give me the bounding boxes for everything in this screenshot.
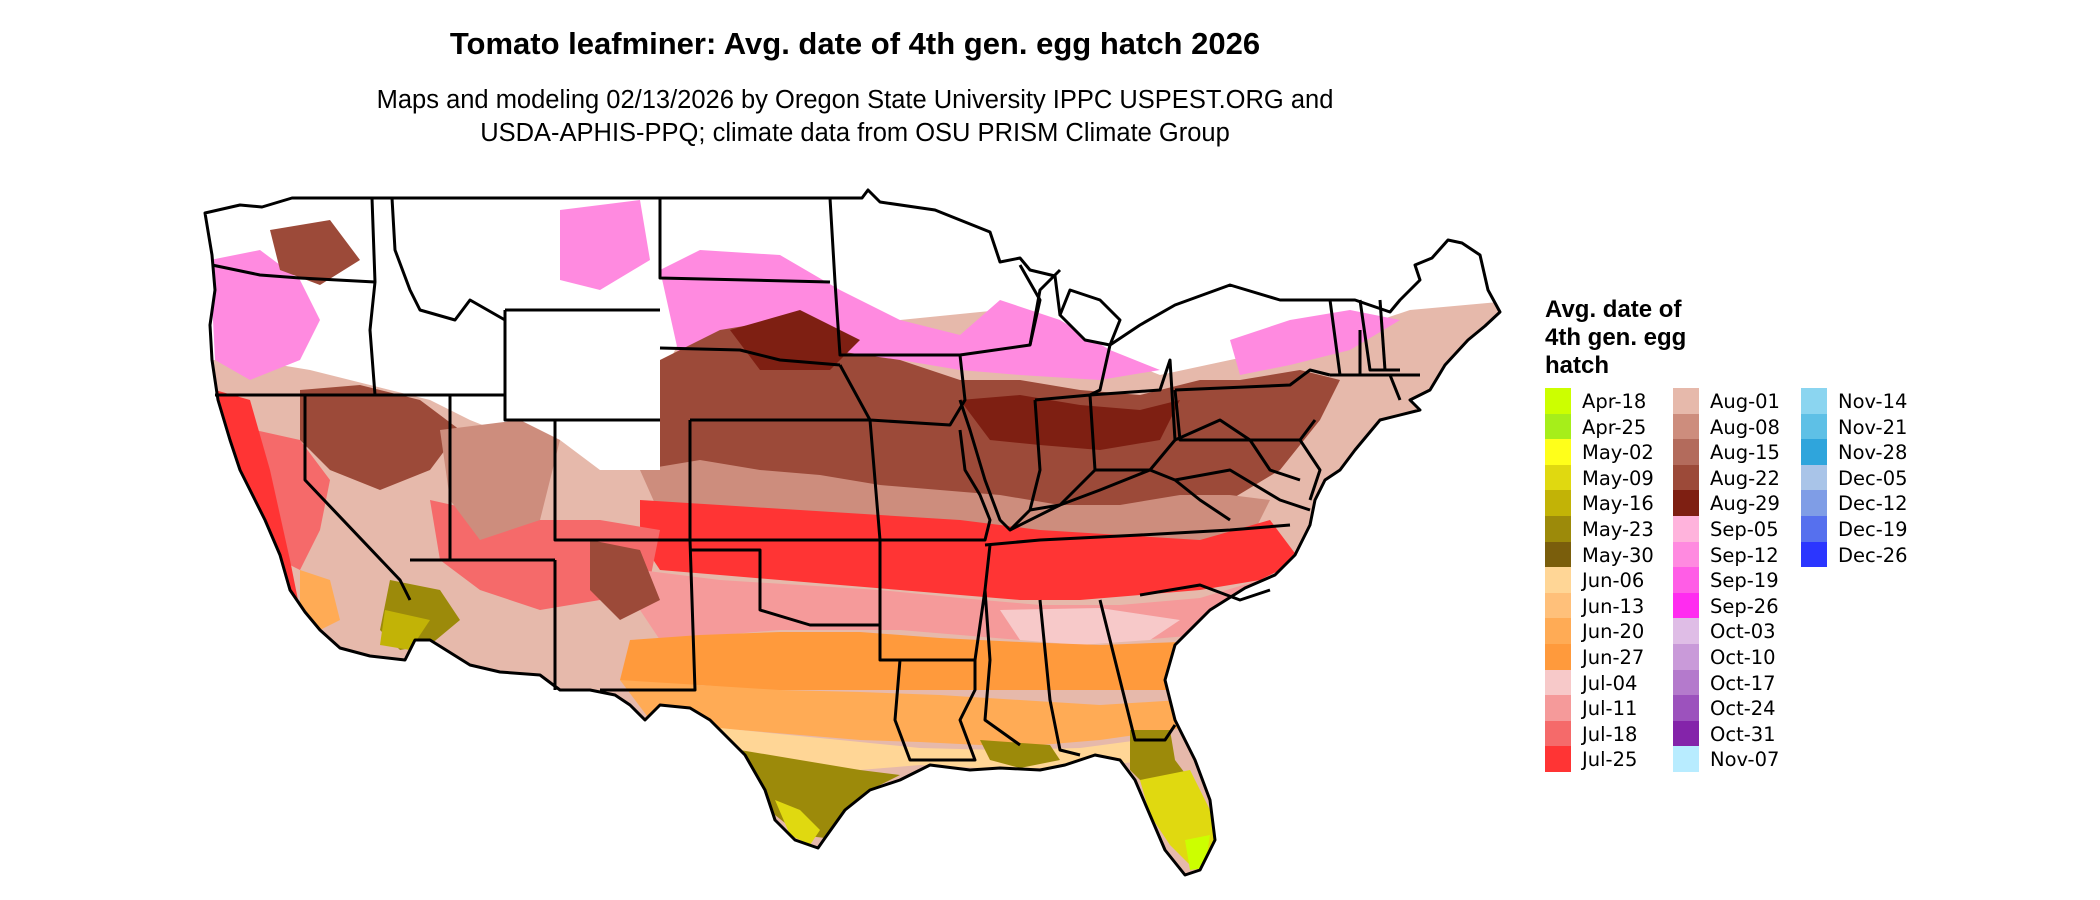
legend-label: May-16 [1582,492,1654,516]
legend-label: May-09 [1582,466,1654,490]
legend-label: May-30 [1582,543,1654,567]
legend-swatch [1545,695,1571,721]
legend-swatch [1545,618,1571,644]
legend-swatch [1673,541,1699,568]
legend-label: Oct-31 [1710,722,1776,746]
legend-swatch [1545,490,1571,516]
legend-swatch [1801,490,1827,516]
legend-label: Dec-19 [1838,517,1908,541]
legend-swatch [1673,720,1699,747]
legend-swatch [1545,643,1571,670]
legend-label: Nov-14 [1838,390,1908,413]
legend-label: Aug-29 [1710,492,1780,516]
legend-swatch [1801,515,1827,542]
legend-swatch [1545,388,1571,414]
legend-label: Aug-08 [1710,415,1780,439]
legend-label: Dec-26 [1838,543,1908,567]
legend-swatch [1673,439,1699,465]
subtitle-line-1: Maps and modeling 02/13/2026 by Oregon S… [376,86,1334,114]
legend-label: Nov-21 [1838,415,1908,439]
subtitle-line-2: USDA-APHIS-PPQ; climate data from OSU PR… [480,119,1230,147]
state-boundaries [203,188,1502,877]
map-subtitle: Maps and modeling 02/13/2026 by Oregon S… [0,84,1710,150]
legend-swatch [1545,439,1571,465]
legend-swatch [1673,567,1699,593]
legend-label: Jun-06 [1582,569,1645,593]
legend-swatch [1673,592,1699,619]
us-heat-map [203,188,1502,877]
legend-label: May-23 [1582,517,1654,541]
legend-swatch [1545,515,1571,542]
legend-label: Dec-05 [1838,466,1908,490]
legend-label: Aug-15 [1710,441,1780,465]
legend-label: May-02 [1582,441,1654,465]
legend-title-line-3: hatch [1545,352,1610,379]
map-title: Tomato leafminer: Avg. date of 4th gen. … [449,26,1261,61]
legend-swatch [1801,388,1827,414]
legend-swatch [1673,695,1699,721]
legend-swatch [1673,388,1699,414]
legend-label: Jun-13 [1582,594,1645,618]
legend-swatch [1673,490,1699,516]
legend-swatch [1673,746,1699,772]
legend-label: Dec-12 [1838,492,1908,516]
legend-swatch [1545,464,1571,491]
legend-label: Nov-07 [1710,748,1780,772]
legend-label: Apr-18 [1582,390,1647,413]
legend-swatch [1673,643,1699,670]
legend-label: Oct-17 [1710,671,1776,695]
legend-label: Oct-24 [1710,697,1776,721]
legend-swatch [1801,439,1827,465]
legend-label: Jun-20 [1582,620,1645,644]
legend-swatch [1801,413,1827,440]
legend-swatch [1673,413,1699,440]
legend-label: Oct-03 [1710,620,1776,644]
legend-swatch [1673,669,1699,696]
legend-label: Jun-27 [1582,645,1645,669]
legend-label: Sep-26 [1710,594,1779,618]
legend-swatch [1801,464,1827,491]
legend-title-line-2: 4th gen. egg [1545,324,1687,351]
legend-label: Jul-11 [1582,697,1638,721]
legend-label: Jul-18 [1582,722,1638,746]
legend-label: Sep-19 [1710,569,1779,593]
legend-title-line-1: Avg. date of [1545,296,1682,323]
legend-label: Aug-22 [1710,466,1780,490]
legend-swatch [1545,669,1571,696]
legend-swatch [1673,515,1699,542]
legend-swatch [1801,541,1827,568]
legend-swatch [1545,541,1571,568]
legend-label: Aug-01 [1710,390,1780,413]
legend-swatch [1545,746,1571,772]
legend-label: Nov-28 [1838,441,1908,465]
legend-label: Jul-04 [1582,671,1638,695]
legend-swatch [1673,464,1699,491]
legend-swatch [1545,720,1571,747]
legend-swatch [1545,413,1571,440]
legend-swatch [1545,592,1571,619]
legend-swatch [1673,618,1699,644]
legend-label: Jul-25 [1582,748,1638,772]
legend-swatch [1545,567,1571,593]
legend-title: Avg. date of 4th gen. egg hatch [1545,296,1686,380]
legend-label: Sep-12 [1710,543,1779,567]
legend-label: Oct-10 [1710,645,1776,669]
legend-label: Sep-05 [1710,517,1779,541]
legend-label: Apr-25 [1582,415,1647,439]
